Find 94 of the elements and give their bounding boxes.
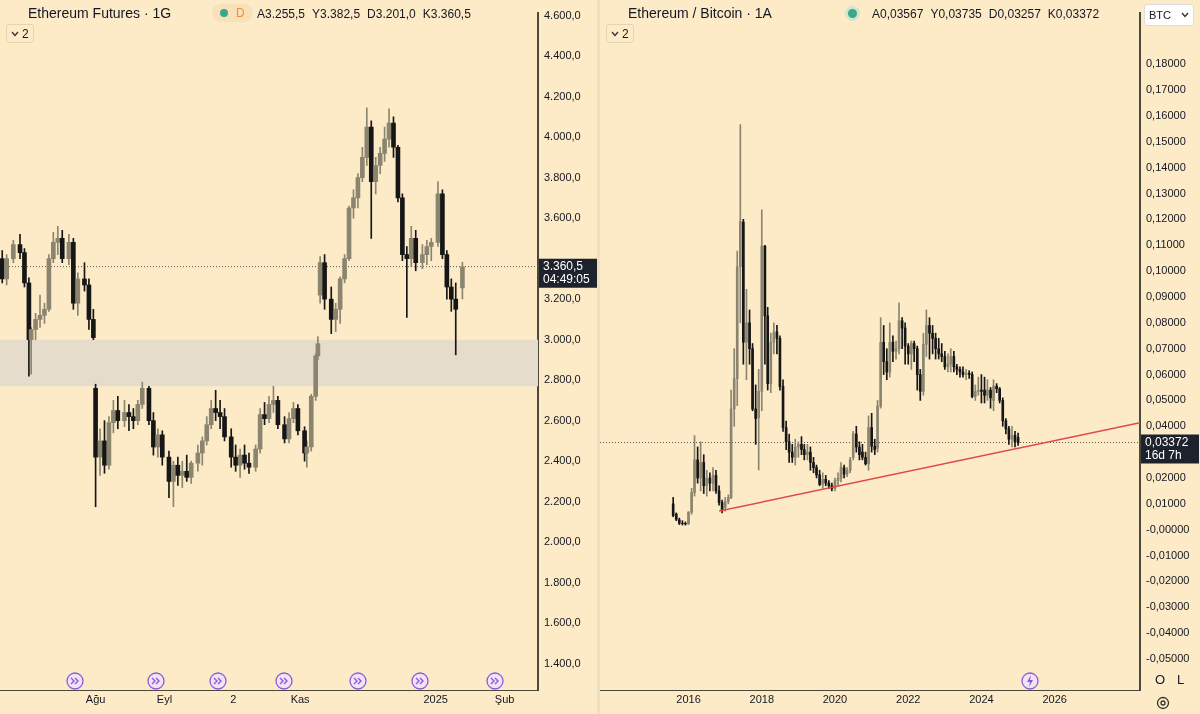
candlestick <box>806 444 809 461</box>
y-tick-label: 3.800,0 <box>544 170 581 183</box>
candlestick <box>983 376 986 404</box>
candlestick <box>453 282 459 356</box>
candlestick <box>428 238 434 262</box>
y-tick-label: -0,02000 <box>1146 574 1190 587</box>
candlestick <box>867 415 870 471</box>
annotation: Y3.382,5 <box>312 7 361 21</box>
y-tick-label: 0,18000 <box>1146 57 1186 70</box>
y-tick-label: 0,11000 <box>1146 238 1185 251</box>
chart-title: Ethereum / Bitcoin · 1A <box>628 5 772 21</box>
annotation: Y0,03735 <box>930 7 982 21</box>
y-tick-label: -0,00000 <box>1146 522 1190 535</box>
annotation: K3.360,5 <box>422 7 471 21</box>
y-tick-label: 4.400,0 <box>544 49 581 62</box>
candlestick <box>246 452 252 474</box>
candlestick <box>745 288 748 381</box>
y-tick-label: 2.000,0 <box>544 535 581 548</box>
y-tick-label: 0,16000 <box>1146 109 1186 122</box>
x-tick-label: 2026 <box>1042 692 1067 705</box>
candlestick <box>986 379 989 401</box>
annotation: D <box>236 6 245 20</box>
y-tick-label: 0,12000 <box>1146 212 1186 225</box>
annotation: 2 <box>22 26 29 41</box>
y-tick-label: 0,15000 <box>1146 134 1186 147</box>
y-tick-label: 0,10000 <box>1146 264 1186 277</box>
y-tick-label: 0,06000 <box>1146 367 1186 380</box>
y-tick-label: -0,05000 <box>1146 652 1190 665</box>
y-tick-label: 4.000,0 <box>544 130 581 143</box>
x-tick-label: Kas <box>290 692 311 705</box>
y-tick-label: 0,09000 <box>1146 290 1186 303</box>
y-tick-label: 2.600,0 <box>544 413 581 426</box>
x-tick-label: Ağu <box>85 692 106 705</box>
y-tick-label: 0,17000 <box>1146 83 1186 96</box>
x-tick-label: 2022 <box>896 692 921 705</box>
x-tick-label: 2016 <box>676 692 701 705</box>
candlestick <box>696 446 699 484</box>
x-tick-label: Eyl <box>156 692 173 705</box>
candlestick <box>809 446 812 471</box>
candlestick <box>870 413 873 453</box>
text: O <box>1155 672 1166 687</box>
y-tick-label: 2.800,0 <box>544 373 581 386</box>
annotation: D0,03257 <box>988 7 1041 21</box>
annotation: K0,03372 <box>1047 7 1100 21</box>
x-tick-label: 2018 <box>749 692 775 705</box>
x-tick-label: 2 <box>230 692 237 705</box>
candlestick <box>818 469 821 487</box>
y-tick-label: 3.000,0 <box>544 332 581 345</box>
y-tick-label: -0,03000 <box>1146 600 1190 613</box>
candlestick <box>37 294 43 328</box>
y-tick-label: 0,07000 <box>1146 341 1186 354</box>
x-tick-label: Şub <box>494 692 515 705</box>
candlestick <box>179 460 185 488</box>
y-tick-label: 3.600,0 <box>544 211 581 224</box>
candlestick <box>800 436 803 456</box>
candlestick <box>980 374 983 404</box>
y-tick-label: -0,04000 <box>1146 626 1190 639</box>
text: BTC <box>1149 9 1171 21</box>
annotation: 2 <box>622 26 629 41</box>
y-tick-label: 0,14000 <box>1146 160 1186 173</box>
annotation: A0,03567 <box>872 7 924 21</box>
y-tick-label: 1.400,0 <box>544 656 581 669</box>
candlestick <box>126 404 132 432</box>
x-tick-label: 2025 <box>423 692 448 705</box>
candlestick <box>684 521 687 526</box>
candlestick <box>681 520 684 526</box>
y-tick-label: 0,05000 <box>1146 393 1186 406</box>
ref-line-label: 0,03372 16d 7h <box>1145 434 1189 462</box>
y-tick-label: 0,04000 <box>1146 419 1186 432</box>
y-tick-label: -0,01000 <box>1146 548 1190 561</box>
annotation: A3.255,5 <box>257 7 306 21</box>
y-tick-label: 4.200,0 <box>544 89 581 102</box>
y-tick-label: 0,02000 <box>1146 471 1186 484</box>
y-tick-label: 3.200,0 <box>544 292 581 305</box>
x-tick-label: 2024 <box>969 692 994 705</box>
y-tick-label: 1.600,0 <box>544 616 581 629</box>
candlestick <box>861 444 864 461</box>
y-tick-label: 1.800,0 <box>544 575 581 588</box>
candlestick <box>928 317 931 360</box>
y-tick-label: 0,08000 <box>1146 315 1186 328</box>
y-tick-label: 0,01000 <box>1146 496 1186 509</box>
y-tick-label: 2.200,0 <box>544 494 581 507</box>
text: L <box>1177 672 1185 687</box>
y-tick-label: 0,13000 <box>1146 186 1186 199</box>
y-tick-label: 2.400,0 <box>544 454 581 467</box>
x-tick-label: 2020 <box>822 692 848 705</box>
candlestick <box>699 441 702 492</box>
ref-line-label: 3.360,5 04:49:05 <box>543 258 591 286</box>
annotation: D3.201,0 <box>367 7 416 21</box>
candlestick <box>989 387 992 409</box>
y-tick-label: 4.600,0 <box>544 8 581 21</box>
candlestick <box>992 379 995 412</box>
chart-title: Ethereum Futures · 1G <box>28 5 172 21</box>
candlestick <box>742 219 745 365</box>
